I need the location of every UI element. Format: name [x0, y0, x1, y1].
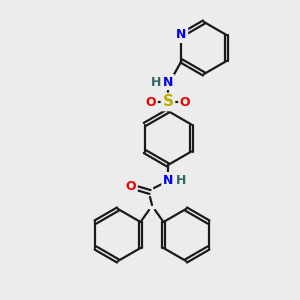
Text: H: H: [151, 76, 161, 88]
Text: N: N: [163, 76, 173, 88]
Text: N: N: [176, 28, 187, 41]
Text: H: H: [176, 173, 186, 187]
Text: S: S: [163, 94, 173, 110]
Text: O: O: [180, 95, 190, 109]
Text: O: O: [146, 95, 156, 109]
Text: O: O: [126, 181, 136, 194]
Text: N: N: [163, 173, 173, 187]
